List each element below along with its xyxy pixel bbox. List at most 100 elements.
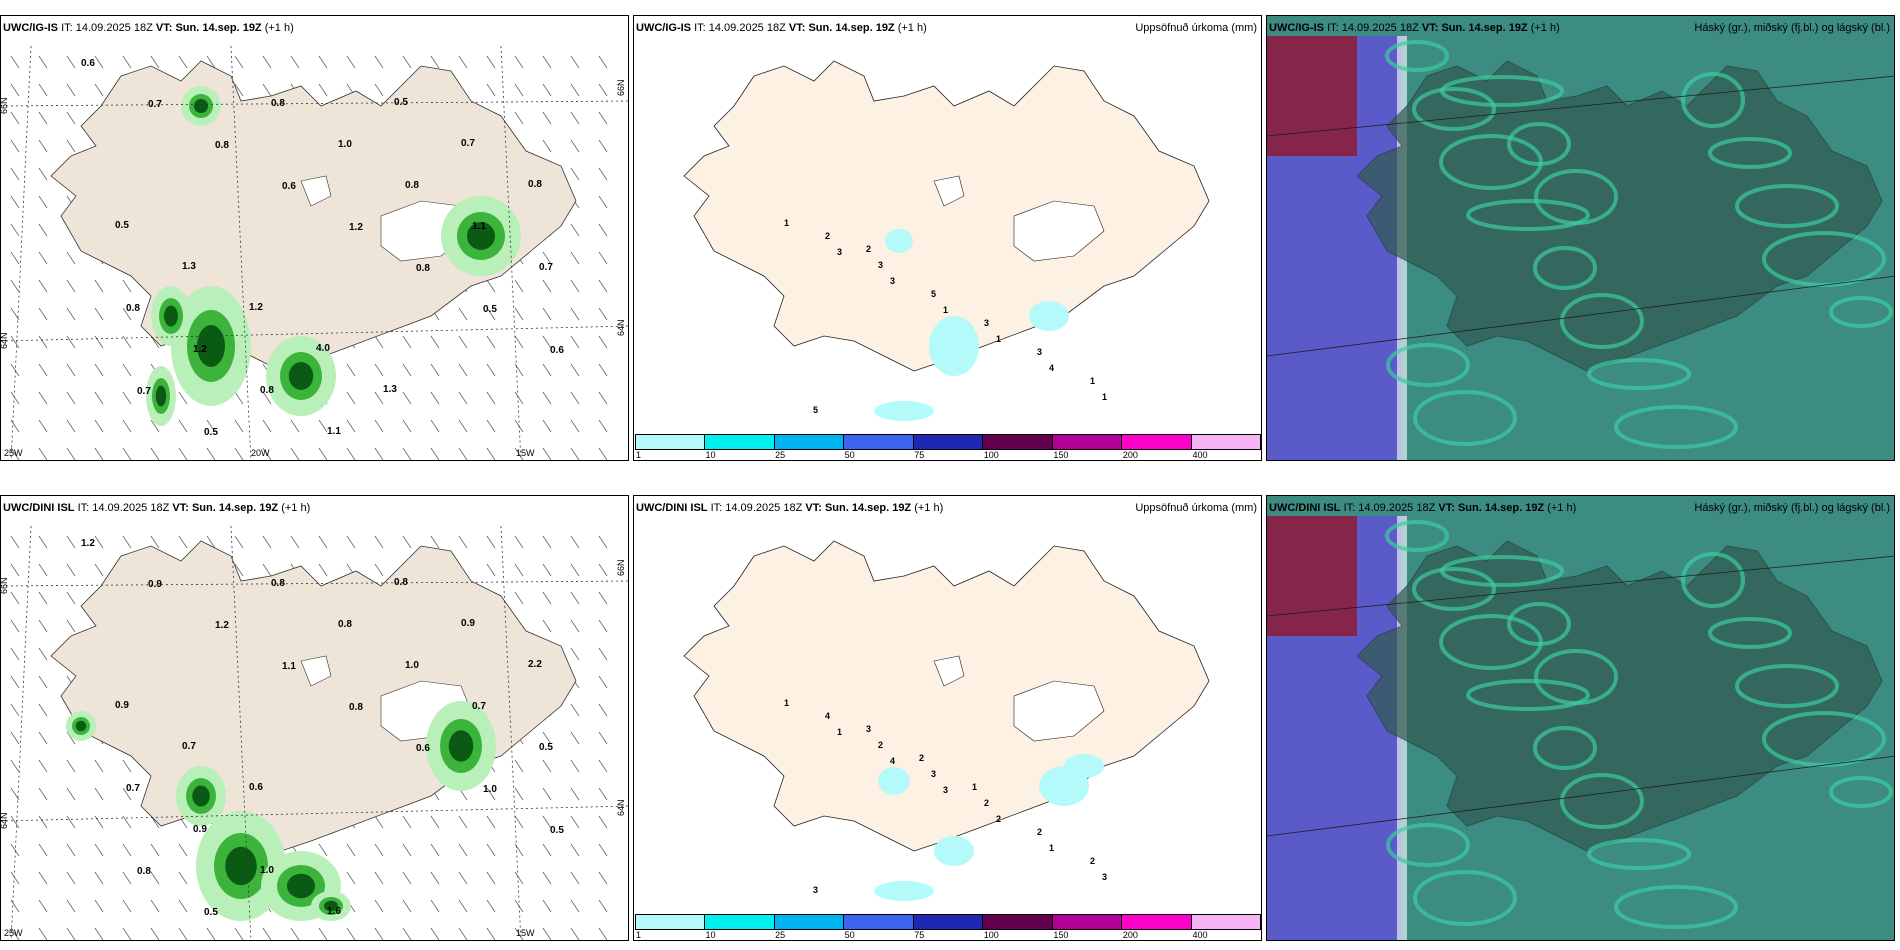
precip-area	[878, 767, 910, 795]
wind-barb	[598, 787, 608, 801]
precip-panel-row1[interactable]: UWC/IG-IS IT: 14.09.2025 18Z VT: Sun. 14…	[633, 15, 1262, 461]
colorbar-tick-label: 50	[844, 930, 855, 940]
wind-barb	[486, 363, 496, 377]
wind-barb	[122, 363, 132, 377]
wind-barb	[10, 591, 20, 605]
wind-barb	[374, 535, 384, 549]
precip-panel-header: UWC/DINI ISL IT: 14.09.2025 18Z VT: Sun.…	[636, 502, 1257, 514]
wind-barb	[206, 927, 216, 940]
wind-barb	[150, 815, 160, 829]
model-name: UWC/DINI ISL	[3, 502, 75, 514]
wind-barb	[374, 563, 384, 577]
colorbar-tick-label: 100	[983, 930, 999, 940]
wind-barb	[542, 447, 552, 460]
wind-barb	[402, 899, 412, 913]
colorbar-tick-label: 150	[1053, 930, 1069, 940]
wind-barb	[486, 843, 496, 857]
wind-barb	[346, 535, 356, 549]
precip-value-label: 0.5	[539, 742, 553, 753]
wind-map[interactable]: 66N 64N 66N 64N 25W 20W 15W 0.6 0.7 0.8 0.6 1.2 0.8 0…	[1, 16, 629, 461]
precip-value-label: 2	[1037, 827, 1042, 837]
wind-barb	[38, 419, 48, 433]
wind-barb	[38, 251, 48, 265]
it-value: 14.09.2025 18Z	[92, 502, 170, 514]
wind-barb	[570, 223, 580, 237]
cloud-panel-row1[interactable]: UWC/IG-IS IT: 14.09.2025 18Z VT: Sun. 14…	[1266, 15, 1895, 461]
it-label: IT:	[77, 502, 90, 514]
cloud-panel-row2[interactable]: UWC/DINI ISL IT: 14.09.2025 18Z VT: Sun.…	[1266, 495, 1895, 941]
cloud-map[interactable]	[1267, 496, 1895, 941]
wind-barb	[38, 591, 48, 605]
wind-barb	[598, 927, 608, 940]
wind-barb	[598, 591, 608, 605]
wind-barb	[10, 787, 20, 801]
wind-barb	[570, 563, 580, 577]
wind-barb	[486, 335, 496, 349]
wind-barb	[430, 815, 440, 829]
wind-barb	[542, 307, 552, 321]
wind-barb	[402, 391, 412, 405]
wind-barb	[10, 731, 20, 745]
wind-barb	[122, 419, 132, 433]
precip-value-label: 3	[984, 318, 989, 328]
wind-barb	[458, 55, 468, 69]
model-name: UWC/IG-IS	[1269, 22, 1324, 34]
low-cloud-contour	[1533, 246, 1597, 290]
wind-map[interactable]: 66N 64N 66N 64N 25W 15W 1.2 0.9 1.2 1.1 0.8 0.6 1.0 0…	[1, 496, 629, 941]
wind-barb	[374, 899, 384, 913]
wind-barb	[598, 899, 608, 913]
colorbar-swatch	[983, 915, 1053, 929]
wind-barb	[542, 111, 552, 125]
precip-value-label: 0.5	[483, 304, 497, 315]
precip-value-label: 3	[837, 247, 842, 257]
wind-panel-row1[interactable]: UWC/IG-IS IT: 14.09.2025 18Z VT: Sun. 14…	[0, 15, 629, 461]
colorbar-swatch	[1191, 915, 1260, 929]
wind-barb	[598, 563, 608, 577]
colorbar-swatch	[636, 435, 706, 449]
wind-barb	[178, 843, 188, 857]
precip-value-label: 2	[866, 244, 871, 254]
wind-barb	[10, 55, 20, 69]
precip-value-label: 1.6	[327, 906, 341, 917]
low-cloud-contour	[1735, 184, 1839, 228]
wind-barb	[346, 55, 356, 69]
model-name: UWC/IG-IS	[636, 22, 691, 34]
low-cloud-contour	[1708, 617, 1792, 649]
cloud-map[interactable]	[1267, 16, 1895, 461]
wind-barb	[318, 535, 328, 549]
wind-barb	[542, 279, 552, 293]
wind-barb	[542, 815, 552, 829]
wind-barb	[150, 419, 160, 433]
it-label: IT:	[61, 22, 73, 34]
wind-barb	[570, 83, 580, 97]
wind-barb	[598, 251, 608, 265]
wind-barb	[346, 927, 356, 940]
precip-value-label: 0.8	[405, 180, 419, 191]
precip-heavy	[75, 720, 87, 732]
low-cloud-contour	[1534, 169, 1618, 225]
wind-barb	[150, 927, 160, 940]
precip-value-label: 0.7	[539, 262, 553, 273]
wind-barb	[10, 619, 20, 633]
vt-label: VT:	[1421, 22, 1439, 34]
it-label: IT:	[710, 502, 723, 514]
wind-barb	[514, 759, 524, 773]
wind-barb	[94, 563, 104, 577]
glacier	[1013, 200, 1105, 262]
precip-panel-row2[interactable]: UWC/DINI ISL IT: 14.09.2025 18Z VT: Sun.…	[633, 495, 1262, 941]
wind-barb	[542, 871, 552, 885]
wind-barb	[38, 139, 48, 153]
colorbar-tick-label: 1	[636, 930, 642, 940]
wind-barb	[514, 335, 524, 349]
colorbar-swatch	[1052, 435, 1123, 449]
wind-barb	[10, 167, 20, 181]
wind-panel-row2[interactable]: UWC/DINI ISL IT: 14.09.2025 18Z VT: Sun.…	[0, 495, 629, 941]
wind-barb	[430, 391, 440, 405]
wind-barb	[458, 335, 468, 349]
iceland-outline	[683, 540, 1210, 852]
wind-barb	[122, 447, 132, 460]
precip-value-label: 2	[825, 231, 830, 241]
low-cloud-contour	[1385, 40, 1449, 72]
